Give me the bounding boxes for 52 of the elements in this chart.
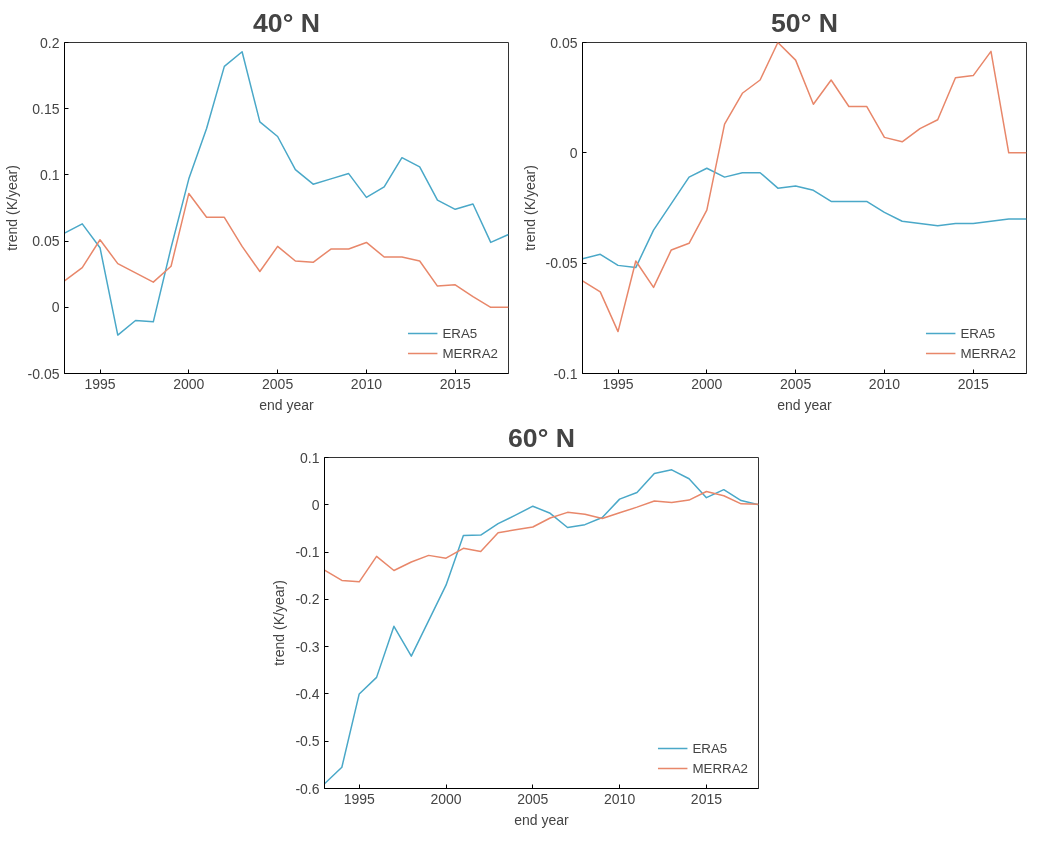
y-tick-label: 0 (569, 144, 578, 161)
y-tick-label: 0.05 (32, 233, 60, 250)
x-axis-title: end year (514, 811, 570, 828)
y-tick-label: -0.05 (27, 365, 60, 382)
y-tick-label: 0.2 (40, 34, 60, 51)
line-series (582, 167, 1027, 269)
x-tick-label: 2000 (173, 375, 205, 392)
x-tick-label: 2005 (262, 375, 294, 392)
line-series (64, 192, 509, 309)
x-tick-label: 1995 (84, 375, 116, 392)
y-tick-label: -0.5 (295, 733, 320, 750)
y-tick-label: -0.1 (553, 365, 578, 382)
y-tick-label: 0 (311, 496, 320, 513)
y-axis-title: trend (K/year) (521, 165, 538, 251)
y-tick-label: -0.4 (295, 685, 320, 702)
legend-label: MERRA2 (442, 345, 498, 361)
legend-label: ERA5 (692, 740, 728, 756)
chart-title: 60° N (508, 422, 575, 453)
x-tick-label: 2005 (517, 790, 549, 807)
x-tick-label: 2010 (868, 375, 901, 392)
x-tick-label: 2010 (350, 375, 383, 392)
x-tick-label: 2005 (780, 375, 812, 392)
y-tick-label: -0.2 (295, 591, 320, 608)
y-axis-title: trend (K/year) (271, 580, 288, 666)
y-tick-label: 0.15 (32, 100, 60, 117)
y-tick-label: -0.6 (295, 780, 320, 797)
chart-title: 50° N (771, 7, 838, 38)
x-axis-title: end year (259, 396, 315, 413)
legend-label: MERRA2 (692, 760, 748, 776)
y-tick-label: 0.1 (40, 166, 60, 183)
y-tick-label: 0.1 (300, 449, 320, 466)
x-tick-label: 2000 (430, 790, 462, 807)
x-tick-label: 2015 (957, 375, 990, 392)
y-tick-label: -0.3 (295, 638, 320, 655)
line-series (64, 51, 509, 336)
x-tick-label: 2010 (604, 790, 636, 807)
x-tick-label: 2015 (439, 375, 472, 392)
chart-title: 40° N (253, 7, 320, 38)
y-axis-title: trend (K/year) (3, 165, 20, 251)
line-series (324, 490, 759, 583)
legend-label: ERA5 (442, 325, 478, 341)
y-tick-label: -0.1 (295, 544, 320, 561)
x-tick-label: 1995 (602, 375, 634, 392)
y-tick-label: 0 (51, 299, 60, 316)
x-axis-title: end year (777, 396, 833, 413)
x-tick-label: 2000 (691, 375, 723, 392)
y-tick-label: 0.05 (550, 34, 578, 51)
legend-label: MERRA2 (960, 345, 1016, 361)
x-tick-label: 1995 (343, 790, 376, 807)
y-tick-label: -0.05 (545, 255, 578, 272)
legend-label: ERA5 (960, 325, 996, 341)
x-tick-label: 2015 (690, 790, 723, 807)
